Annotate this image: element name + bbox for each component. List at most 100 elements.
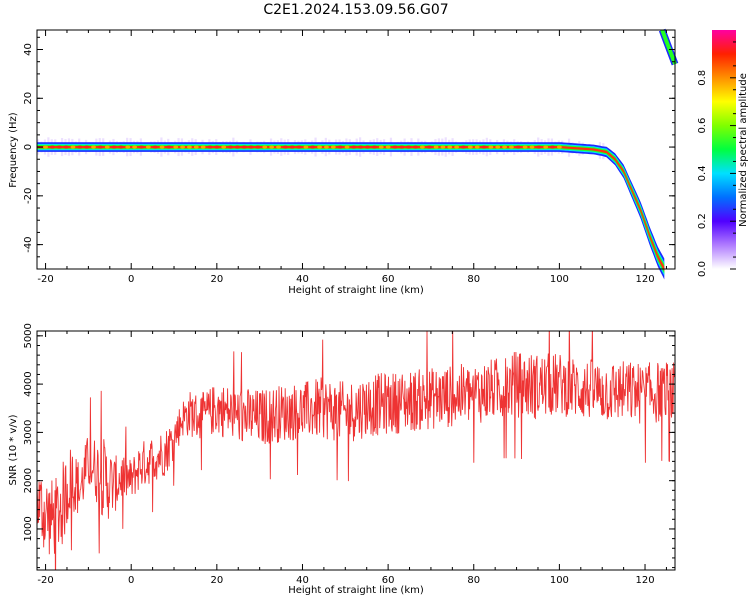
y-tick-label: 2000	[23, 468, 34, 493]
heatmap-core-speckle	[550, 145, 555, 149]
heatmap-core-speckle	[276, 145, 281, 149]
snr-plot-background	[37, 331, 675, 570]
heatmap-core-speckle	[317, 145, 323, 149]
heatmap-core-speckle	[502, 145, 507, 149]
heatmap-core-speckle	[440, 145, 446, 149]
colorbar: 0.0 0.2 0.4 0.6 0.8 Normalized spectral ampl…	[697, 30, 749, 277]
heatmap-core-speckle	[159, 145, 165, 149]
x-tick-label: 20	[210, 575, 223, 586]
colorbar-tick-label: 0.4	[697, 165, 708, 181]
heatmap-y-axis: -40 -20 0 20 40	[23, 36, 675, 270]
heatmap-core-speckle	[180, 145, 185, 149]
heatmap-core-speckle	[392, 145, 398, 149]
heatmap-core-speckle	[310, 145, 316, 149]
heatmap-core-speckle	[50, 145, 55, 149]
heatmap-core-speckle	[111, 145, 117, 149]
heatmap-core-speckle	[330, 145, 336, 149]
figure-title: C2E1.2024.153.09.56.G07	[263, 2, 448, 18]
heatmap-signal-layer	[37, 28, 679, 280]
heatmap-core-speckle	[454, 145, 460, 149]
y-tick-label: -20	[23, 188, 34, 204]
colorbar-ticks: 0.0 0.2 0.4 0.6 0.8	[697, 41, 736, 277]
heatmap-core-speckle	[289, 145, 295, 149]
heatmap-core-speckle	[145, 145, 151, 149]
heatmap-core-speckle	[200, 145, 206, 149]
heatmap-core-speckle	[187, 145, 192, 149]
x-tick-label: 0	[128, 274, 134, 285]
heatmap-core-speckle	[358, 145, 364, 149]
heatmap-core-speckle	[221, 145, 227, 149]
heatmap-core-speckle	[84, 145, 90, 149]
x-tick-label: 20	[210, 274, 223, 285]
heatmap-wrapped-branch-inner	[660, 29, 677, 65]
y-tick-label: 0	[23, 144, 34, 150]
heatmap-core-speckle	[70, 145, 76, 149]
heatmap-core-speckle	[207, 145, 213, 149]
frequency-heatmap-panel: -20 0 20 40 60 80 100 120 -40 -20 0 20 40 Height of…	[8, 28, 679, 296]
heatmap-core-speckle	[139, 145, 144, 149]
colorbar-gradient	[712, 30, 736, 269]
snr-x-axis: -20 0 20 40 60 80 100 120	[37, 331, 667, 586]
colorbar-tick-label: 0.6	[697, 118, 708, 134]
heatmap-core-speckle	[262, 145, 268, 149]
heatmap-core-speckle	[515, 145, 521, 149]
heatmap-core-speckle	[378, 145, 384, 149]
colorbar-label: Normalized spectral amplitude	[738, 73, 749, 227]
y-tick-label: 4000	[23, 371, 34, 396]
heatmap-core-speckle	[248, 145, 254, 149]
heatmap-core-speckle	[399, 145, 405, 149]
heatmap-core-speckle	[214, 145, 220, 149]
heatmap-core-speckle	[509, 145, 514, 149]
heatmap-core-speckle	[365, 145, 370, 149]
snr-x-axis-label: Height of straight line (km)	[288, 585, 424, 596]
snr-y-axis: 1000 2000 3000 4000 5000	[23, 323, 675, 569]
heatmap-core-speckle	[56, 145, 62, 149]
x-tick-label: 0	[128, 575, 134, 586]
heatmap-core-speckle	[522, 145, 528, 149]
y-tick-label: -40	[23, 236, 34, 252]
x-tick-label: 100	[550, 274, 569, 285]
heatmap-core-speckle	[351, 145, 357, 149]
heatmap-core-speckle	[481, 145, 487, 149]
heatmap-core-speckle	[543, 145, 549, 149]
heatmap-core-speckle	[536, 145, 542, 149]
heatmap-core-speckle	[529, 145, 535, 149]
heatmap-core-speckle	[282, 145, 288, 149]
heatmap-core-speckle	[385, 145, 391, 149]
heatmap-core-speckle	[118, 145, 124, 149]
heatmap-x-axis-label: Height of straight line (km)	[288, 285, 424, 296]
heatmap-core-speckle	[255, 145, 261, 149]
x-tick-label: 80	[467, 274, 480, 285]
heatmap-core-speckle	[91, 145, 96, 149]
y-tick-label: 1000	[23, 516, 34, 541]
x-tick-label: -20	[37, 575, 53, 586]
heatmap-core-speckle	[193, 145, 199, 149]
heatmap-core-speckle	[296, 145, 302, 149]
heatmap-core-speckle	[495, 145, 501, 149]
heatmap-core-speckle	[474, 145, 480, 149]
snr-y-axis-label: SNR (10 * v/v)	[8, 414, 19, 485]
y-tick-label: 20	[23, 92, 34, 105]
snr-line	[37, 331, 675, 570]
heatmap-core-speckle	[166, 145, 172, 149]
heatmap-core-speckle	[303, 145, 309, 149]
heatmap-frame	[36, 29, 676, 270]
y-tick-label: 3000	[23, 420, 34, 445]
heatmap-y-axis-label: Frequency (Hz)	[8, 112, 19, 188]
x-tick-label: -20	[37, 274, 53, 285]
x-tick-label: 120	[635, 274, 654, 285]
y-tick-label: 40	[23, 43, 34, 56]
heatmap-core-speckle	[104, 145, 110, 149]
heatmap-core-speckle	[241, 145, 247, 149]
snr-series	[37, 331, 675, 570]
heatmap-core-speckle	[461, 145, 466, 149]
heatmap-core-speckle	[43, 145, 48, 149]
x-tick-label: 80	[467, 575, 480, 586]
heatmap-core-speckle	[556, 145, 562, 149]
heatmap-core-speckle	[132, 145, 138, 149]
heatmap-core-speckle	[152, 145, 158, 149]
x-tick-label: 40	[296, 575, 309, 586]
heatmap-core-speckle	[269, 145, 275, 149]
heatmap-core-speckle	[228, 145, 233, 149]
